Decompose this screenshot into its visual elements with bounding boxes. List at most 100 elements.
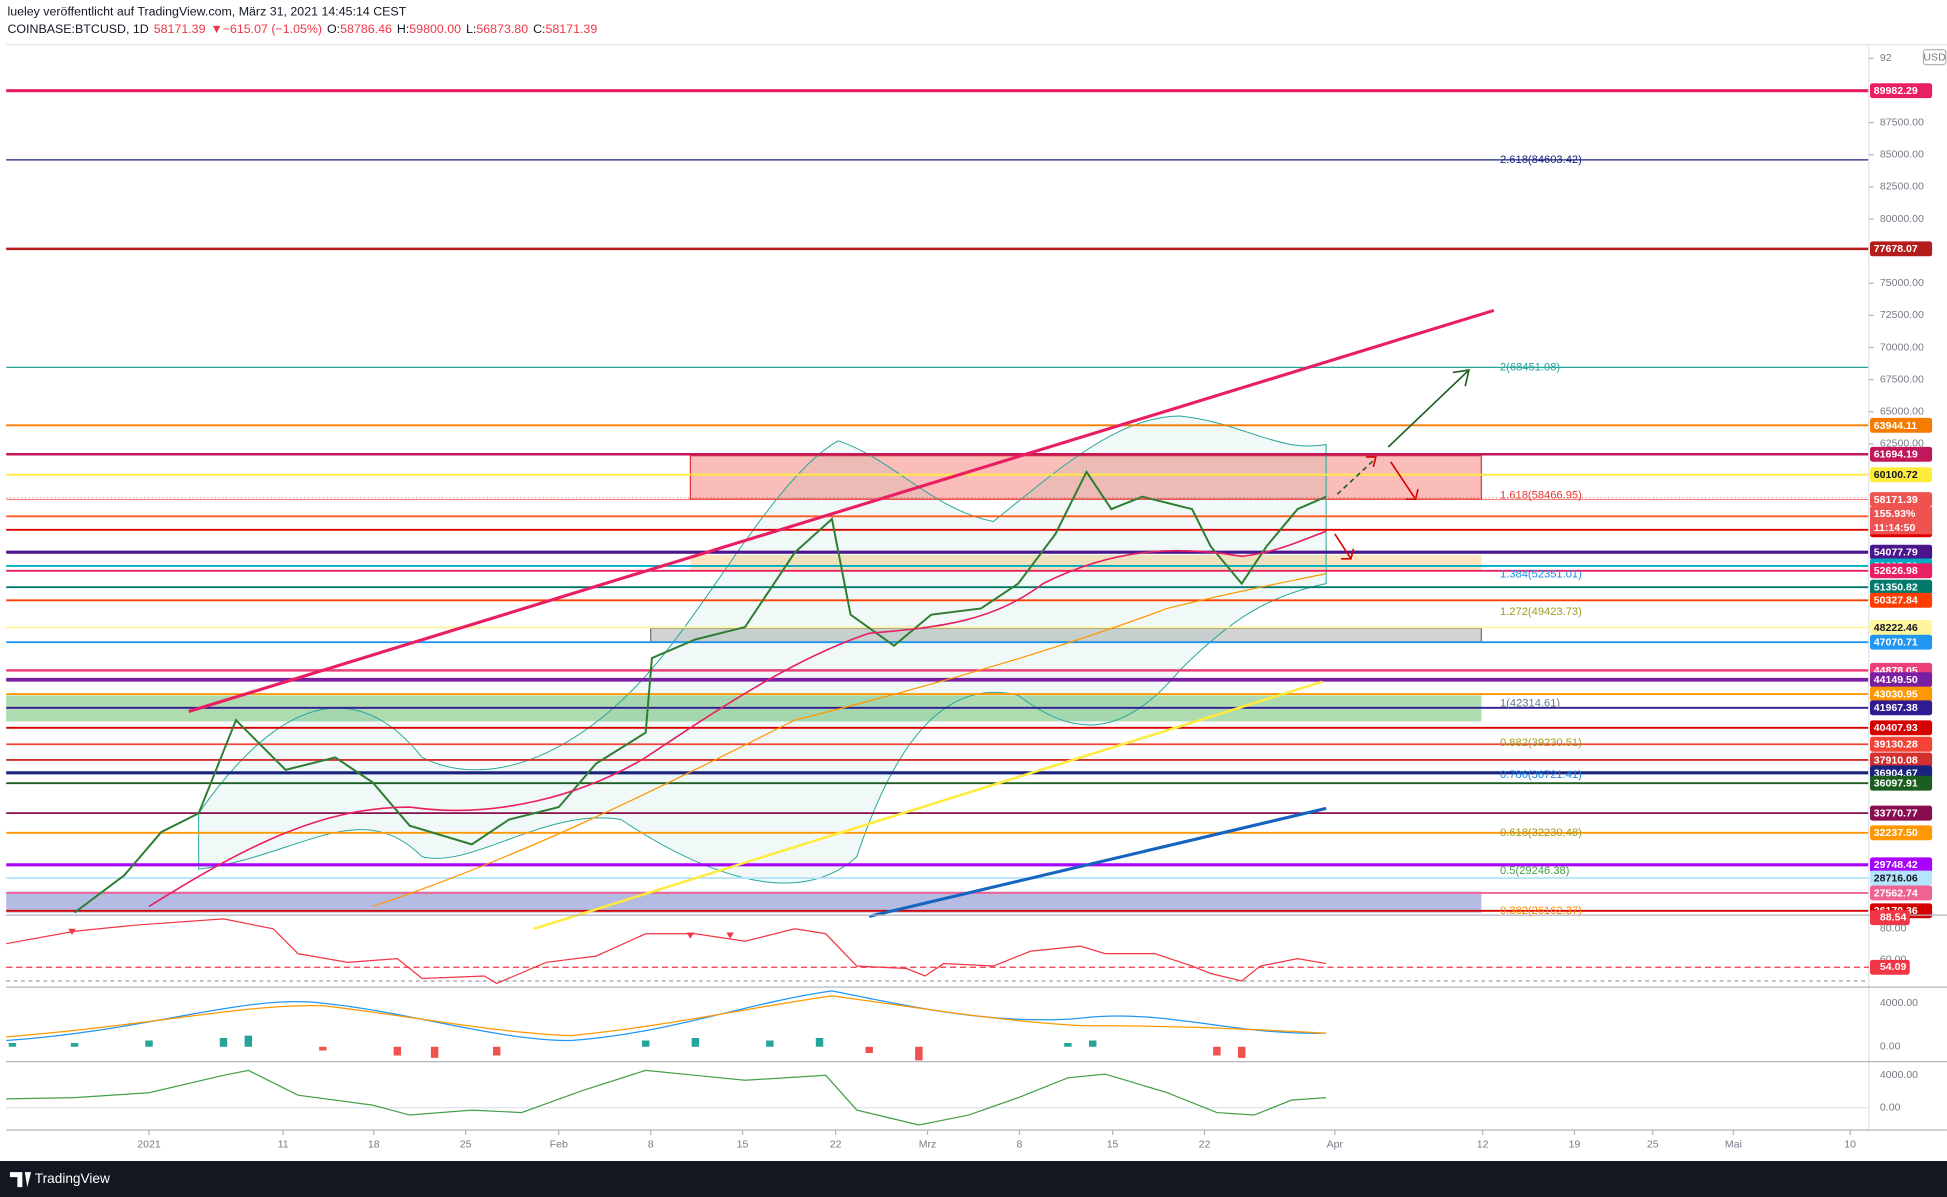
tick-label: 85000.00 [1880, 149, 1924, 161]
level-badge [1870, 579, 1933, 595]
pane-label: 80.00 [1880, 923, 1907, 935]
countdown-change: 155.93% [1874, 508, 1916, 520]
brand-logo [9, 1172, 32, 1188]
date-label: 2021 [137, 1139, 161, 1151]
rsi-pane [6, 918, 1869, 985]
histogram-up [8, 1035, 1097, 1047]
fib-label: 0.786(36721.41) [1500, 769, 1582, 781]
pane-labels: 88.5480.0060.0054.094000.000.004000.000.… [1870, 910, 1918, 1113]
level-label: 61694.19 [1874, 449, 1918, 461]
bollinger-band [198, 415, 1327, 884]
date-label: 8 [648, 1139, 654, 1151]
level-label: 40407.93 [1874, 722, 1918, 734]
level-label: 63944.11 [1874, 420, 1918, 432]
level-badge [1870, 563, 1933, 579]
quote-part: H: [397, 22, 409, 36]
level-label: 44149.50 [1874, 674, 1918, 686]
level-badge [1870, 885, 1933, 901]
quote-part: 58786.46 [340, 22, 392, 36]
level-label: 41967.38 [1874, 702, 1918, 714]
level-badge [1870, 736, 1933, 752]
footer [0, 1160, 1947, 1197]
pane-badge [1870, 959, 1910, 975]
fib-label: 2(68451.08) [1500, 361, 1560, 373]
level-label: 60100.72 [1874, 469, 1918, 481]
brand[interactable]: TradingView [35, 1171, 110, 1186]
date-label: 10 [1844, 1139, 1856, 1151]
quote-part: L: [466, 22, 476, 36]
levels [6, 89, 1869, 912]
level-badge [1870, 492, 1933, 507]
level-badges: 89982.29 77678.07 63944.11 61694.19 60100.72… [1870, 83, 1933, 919]
drawings [6, 308, 1869, 930]
level-badge [1870, 805, 1933, 821]
tick-label: 65000.00 [1880, 406, 1924, 418]
pane-label: 54.09 [1880, 961, 1907, 973]
level-label: 51350.82 [1874, 582, 1918, 594]
date-label: Apr [1327, 1139, 1344, 1151]
price-path [73, 469, 1327, 914]
level-label: 48222.46 [1874, 622, 1918, 634]
date-label: 18 [368, 1139, 380, 1151]
fib-label: 1(42314.61) [1500, 697, 1560, 709]
level-label: 50327.84 [1874, 595, 1918, 607]
oscillator-pane [6, 1069, 1869, 1126]
level-badge [1870, 592, 1933, 608]
currency-badge[interactable] [1922, 49, 1947, 66]
moving-average-slow [372, 573, 1327, 908]
countdown-timer: 11:14:50 [1874, 522, 1916, 534]
oscillator-line [6, 1069, 1327, 1126]
fib-labels: 2.618(84603.42) 2(68451.08) 1.618(58466.95… [1500, 154, 1582, 917]
date-label: 25 [460, 1139, 472, 1151]
fib-label: 2.618(84603.42) [1500, 154, 1582, 166]
pane-label: 4000.00 [1880, 997, 1918, 1009]
level-label: 28716.06 [1874, 872, 1918, 884]
level-badge [1870, 83, 1933, 99]
tick-label: 62500.00 [1880, 438, 1924, 450]
tick-label: 82500.00 [1880, 181, 1924, 193]
quote-part: 58171.39 [545, 22, 597, 36]
level-label: 29748.42 [1874, 859, 1918, 871]
tick-label: 70000.00 [1880, 341, 1924, 353]
level-badge [1870, 467, 1933, 483]
tick-label: 92 [1880, 52, 1892, 64]
level-badge [1870, 700, 1933, 716]
date-axis: 2021 11 18 25 Feb 8 15 22 Mrz 8 15 22 Apr 12 19 25 Mai 10 [137, 1129, 1856, 1151]
pane-label: 0.00 [1880, 1101, 1901, 1113]
arrow-down-small [1334, 533, 1355, 560]
fib-label: 0.882(39230.51) [1500, 737, 1582, 749]
tick-label: 87500.00 [1880, 116, 1924, 128]
level-badge [1870, 672, 1933, 688]
blue-trendline [868, 806, 1327, 918]
level-label: 43030.95 [1874, 689, 1918, 701]
histogram-down [319, 1046, 1246, 1061]
price-ticks: 92 87500.00 85000.00 82500.00 80000.00 75000.… [1868, 52, 1924, 450]
level-badge [1870, 752, 1933, 768]
level-label: 54077.79 [1874, 547, 1918, 559]
countdown-badge [1870, 506, 1933, 535]
fib-label: 1.618(58466.95) [1500, 490, 1582, 502]
date-label: 15 [737, 1139, 749, 1151]
fib-label: 1.272(49423.73) [1500, 606, 1582, 618]
tick-label: 80000.00 [1880, 213, 1924, 225]
fib-label: 0.618(32230.48) [1500, 827, 1582, 839]
level-label: 39130.28 [1874, 739, 1918, 751]
level-label: 89982.29 [1874, 85, 1918, 97]
date-label: 11 [278, 1139, 289, 1151]
signal-line [6, 995, 1327, 1038]
date-label: 19 [1569, 1139, 1581, 1151]
level-badge [1870, 857, 1933, 873]
fib-label: 0.382(26162.37) [1500, 905, 1582, 917]
currency: USD [1923, 52, 1946, 64]
date-label: 22 [830, 1139, 842, 1151]
level-badge [1870, 686, 1933, 702]
tick-label: 67500.00 [1880, 373, 1924, 385]
quote-part: 59800.00 [409, 22, 461, 36]
level-label: 77678.07 [1874, 243, 1918, 255]
moving-average [148, 530, 1327, 908]
yellow-trendline [533, 680, 1323, 930]
level-badge [1870, 417, 1933, 433]
date-label: 8 [1017, 1139, 1023, 1151]
level-label: 33770.77 [1874, 808, 1918, 820]
